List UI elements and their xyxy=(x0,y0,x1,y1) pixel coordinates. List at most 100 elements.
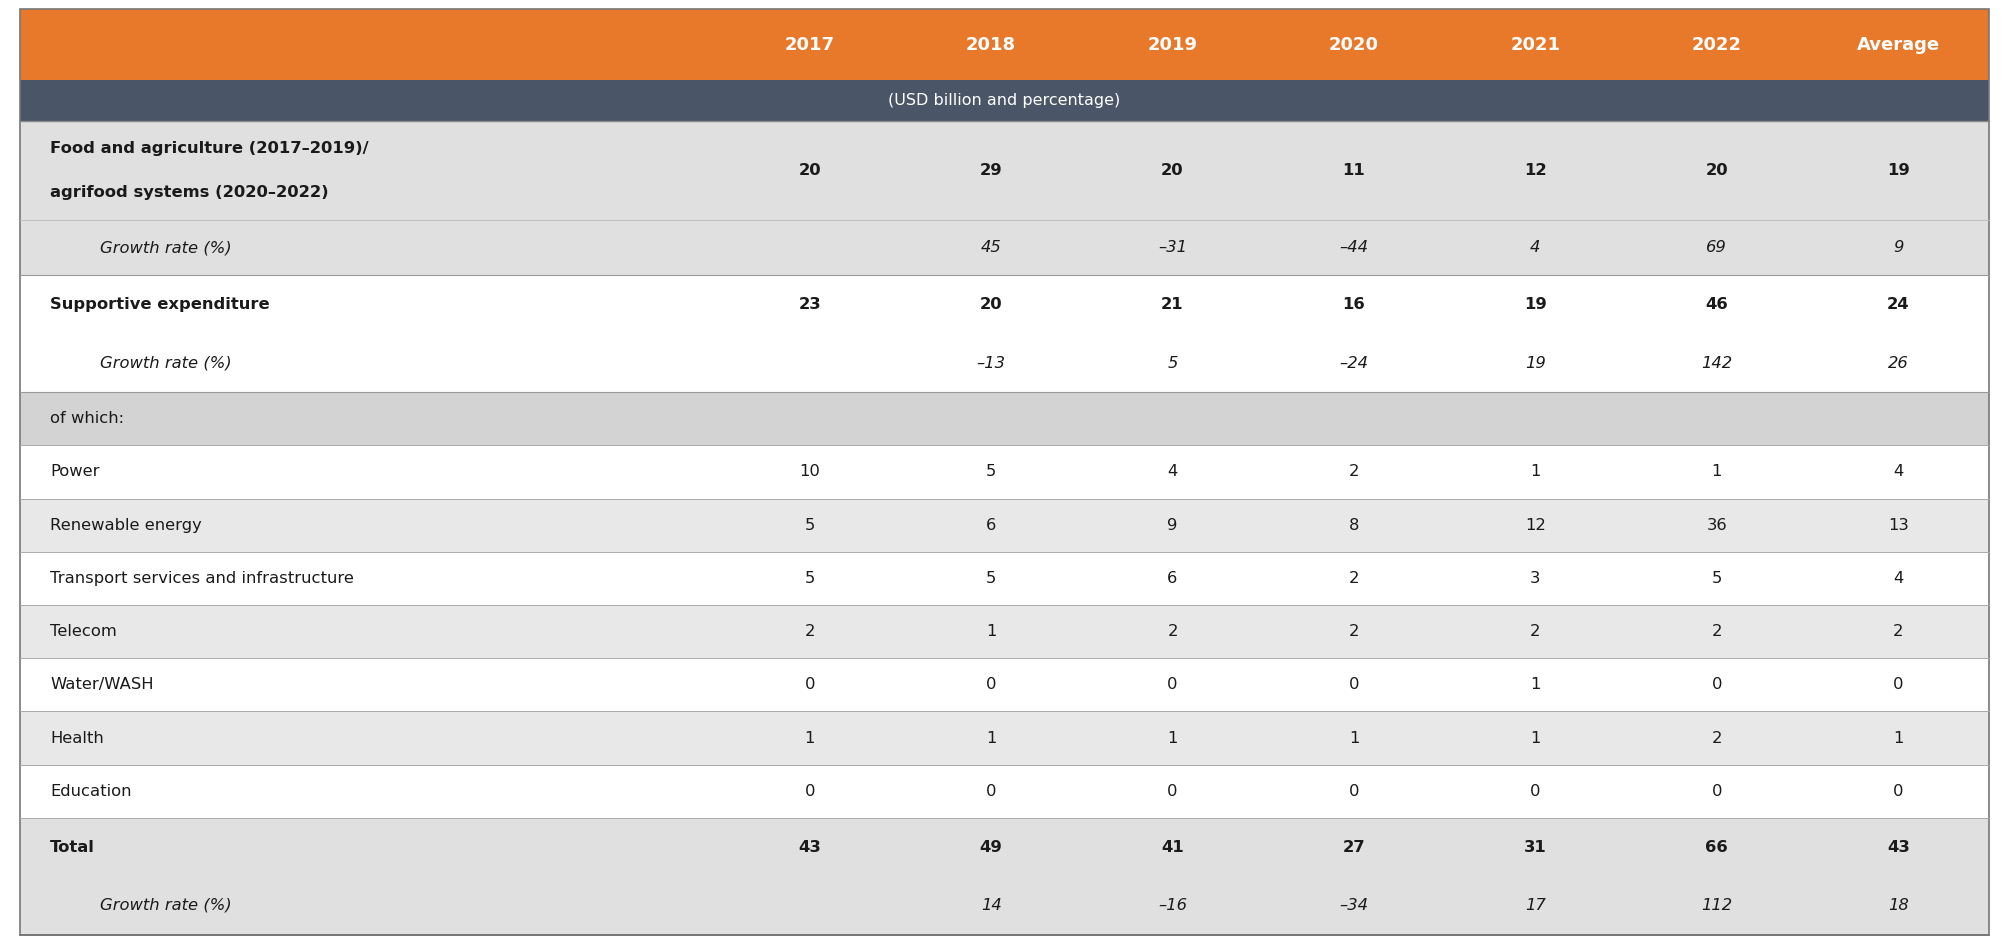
Text: 0: 0 xyxy=(986,678,996,692)
Text: 0: 0 xyxy=(1167,784,1177,799)
Text: Total: Total xyxy=(50,839,94,854)
Text: 14: 14 xyxy=(980,898,1002,913)
Text: 1: 1 xyxy=(804,731,816,746)
Text: 142: 142 xyxy=(1702,356,1732,370)
Text: 20: 20 xyxy=(1706,163,1728,177)
Text: 1: 1 xyxy=(1892,731,1903,746)
Text: 16: 16 xyxy=(1342,297,1366,312)
Text: 9: 9 xyxy=(1892,240,1903,255)
Text: 5: 5 xyxy=(804,571,816,586)
Text: Growth rate (%): Growth rate (%) xyxy=(100,356,233,370)
Text: Renewable energy: Renewable energy xyxy=(50,517,203,532)
Text: 4: 4 xyxy=(1892,464,1903,480)
Text: 45: 45 xyxy=(980,240,1002,255)
Text: 66: 66 xyxy=(1706,839,1728,854)
Bar xyxy=(20,552,1989,605)
Text: 49: 49 xyxy=(980,839,1002,854)
Text: agrifood systems (2020–2022): agrifood systems (2020–2022) xyxy=(50,185,329,199)
Bar xyxy=(20,121,1989,276)
Bar xyxy=(20,818,1989,935)
Text: 112: 112 xyxy=(1702,898,1732,913)
Text: 2: 2 xyxy=(1712,624,1722,639)
Text: Health: Health xyxy=(50,731,104,746)
Text: 0: 0 xyxy=(1712,784,1722,799)
Text: 1: 1 xyxy=(1531,731,1541,746)
Bar xyxy=(20,446,1989,498)
Text: (USD billion and percentage): (USD billion and percentage) xyxy=(888,93,1121,108)
Text: 43: 43 xyxy=(798,839,822,854)
Text: 0: 0 xyxy=(1892,784,1903,799)
Text: 12: 12 xyxy=(1525,163,1547,177)
Text: 1: 1 xyxy=(1531,678,1541,692)
Text: –34: –34 xyxy=(1340,898,1368,913)
Text: –24: –24 xyxy=(1340,356,1368,370)
Text: 2022: 2022 xyxy=(1692,36,1742,54)
Text: 69: 69 xyxy=(1706,240,1728,255)
Text: 4: 4 xyxy=(1531,240,1541,255)
Text: 5: 5 xyxy=(1712,571,1722,586)
Text: 2021: 2021 xyxy=(1511,36,1561,54)
Bar xyxy=(20,392,1989,446)
Text: Growth rate (%): Growth rate (%) xyxy=(100,898,233,913)
Text: 2: 2 xyxy=(1167,624,1177,639)
Text: 1: 1 xyxy=(1531,464,1541,480)
Text: 23: 23 xyxy=(798,297,822,312)
Text: Average: Average xyxy=(1856,36,1941,54)
Bar xyxy=(20,712,1989,765)
Text: 43: 43 xyxy=(1886,839,1911,854)
Text: 0: 0 xyxy=(804,678,816,692)
Text: 29: 29 xyxy=(980,163,1002,177)
Text: 19: 19 xyxy=(1886,163,1911,177)
Text: 6: 6 xyxy=(1167,571,1177,586)
Text: 18: 18 xyxy=(1888,898,1909,913)
Bar xyxy=(20,498,1989,552)
Text: 24: 24 xyxy=(1886,297,1909,312)
Text: Telecom: Telecom xyxy=(50,624,117,639)
Text: 21: 21 xyxy=(1161,297,1183,312)
Text: 12: 12 xyxy=(1525,517,1545,532)
Text: 31: 31 xyxy=(1525,839,1547,854)
Text: Water/WASH: Water/WASH xyxy=(50,678,155,692)
Text: 2018: 2018 xyxy=(966,36,1017,54)
Text: 27: 27 xyxy=(1342,839,1366,854)
Text: 0: 0 xyxy=(1712,678,1722,692)
Text: 46: 46 xyxy=(1706,297,1728,312)
Text: 8: 8 xyxy=(1348,517,1360,532)
Text: –13: –13 xyxy=(976,356,1007,370)
Text: Transport services and infrastructure: Transport services and infrastructure xyxy=(50,571,354,586)
Text: 0: 0 xyxy=(986,784,996,799)
Text: 5: 5 xyxy=(986,464,996,480)
Text: 20: 20 xyxy=(1161,163,1183,177)
Text: Supportive expenditure: Supportive expenditure xyxy=(50,297,269,312)
Text: Food and agriculture (2017–2019)/: Food and agriculture (2017–2019)/ xyxy=(50,142,370,156)
Text: 20: 20 xyxy=(980,297,1002,312)
Text: 2: 2 xyxy=(1531,624,1541,639)
Text: 13: 13 xyxy=(1888,517,1909,532)
Text: 2: 2 xyxy=(804,624,816,639)
Bar xyxy=(20,658,1989,712)
Bar xyxy=(20,276,1989,392)
Text: 20: 20 xyxy=(798,163,822,177)
Bar xyxy=(20,765,1989,818)
Text: 0: 0 xyxy=(1892,678,1903,692)
Text: 2017: 2017 xyxy=(786,36,834,54)
Text: 0: 0 xyxy=(1348,678,1360,692)
Text: 26: 26 xyxy=(1888,356,1909,370)
Text: 1: 1 xyxy=(986,624,996,639)
Bar xyxy=(20,80,1989,121)
Text: 2: 2 xyxy=(1348,571,1360,586)
Text: 17: 17 xyxy=(1525,898,1545,913)
Text: 0: 0 xyxy=(1167,678,1177,692)
Text: 10: 10 xyxy=(800,464,820,480)
Text: –16: –16 xyxy=(1157,898,1187,913)
Text: –44: –44 xyxy=(1340,240,1368,255)
Text: 4: 4 xyxy=(1167,464,1177,480)
Bar xyxy=(20,605,1989,658)
Text: 1: 1 xyxy=(1712,464,1722,480)
Text: Education: Education xyxy=(50,784,133,799)
Text: 19: 19 xyxy=(1525,297,1547,312)
Text: 6: 6 xyxy=(986,517,996,532)
Text: 5: 5 xyxy=(804,517,816,532)
Bar xyxy=(20,9,1989,80)
Text: 3: 3 xyxy=(1531,571,1541,586)
